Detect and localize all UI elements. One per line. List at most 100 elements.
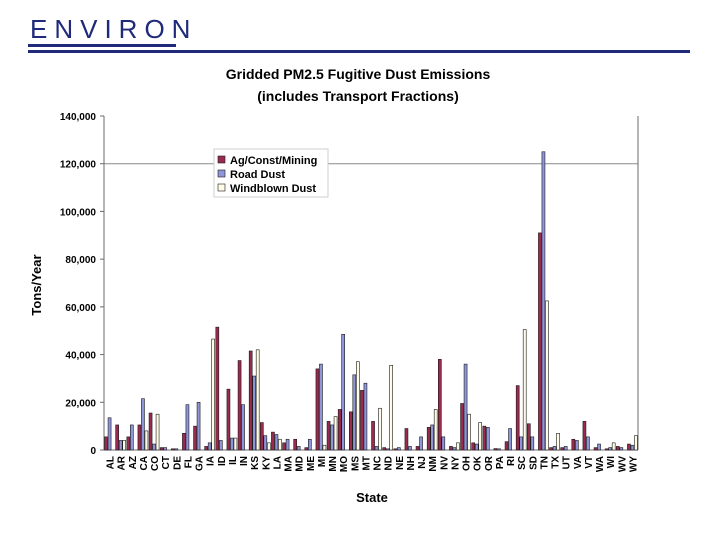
bar-ia-series-1 — [207, 442, 212, 451]
bar-ia-series-0 — [204, 446, 208, 451]
x-tick-label: MA — [284, 456, 295, 472]
bar-ar-series-1 — [118, 440, 123, 451]
x-tick-label: ND — [384, 456, 395, 470]
x-tick-label: CA — [139, 456, 150, 470]
bar-wi-series-2 — [611, 442, 616, 451]
bar-nd-series-2 — [389, 365, 393, 451]
bar-ky-series-2 — [267, 442, 271, 451]
logo-underline — [28, 44, 176, 47]
logo-text: ENVIRON — [30, 14, 198, 44]
bar-ny-series-1 — [452, 447, 457, 451]
bar-ct-series-1 — [163, 447, 167, 451]
x-tick-label: MS — [350, 456, 361, 471]
bar-ar-series-2 — [122, 440, 126, 451]
bar-pa-series-0 — [493, 448, 498, 451]
bar-tx-series-0 — [549, 447, 553, 451]
bar-nj-series-0 — [415, 446, 420, 451]
bar-ri-series-1 — [508, 428, 512, 451]
bar-nh-series-1 — [408, 446, 412, 451]
bar-va-series-0 — [571, 438, 576, 451]
x-tick-label: WV — [617, 456, 628, 472]
bar-co-series-1 — [152, 443, 156, 451]
legend-box — [213, 148, 329, 198]
x-tick-label: NE — [395, 456, 406, 470]
bar-il-series-0 — [226, 388, 231, 451]
bar-vt-series-1 — [586, 436, 590, 451]
bar-in-series-1 — [241, 404, 245, 451]
bar-tn-series-1 — [541, 151, 546, 451]
bar-mi-series-0 — [315, 368, 320, 451]
bar-ky-series-0 — [260, 422, 264, 451]
bar-nm-series-1 — [430, 424, 434, 451]
bar-sd-series-1 — [530, 436, 535, 451]
bar-ks-series-0 — [248, 350, 253, 451]
bar-la-series-0 — [271, 431, 275, 451]
x-tick-label: FL — [183, 456, 194, 468]
bar-id-series-0 — [215, 326, 220, 451]
bar-fl-series-1 — [185, 404, 190, 451]
bar-mn-series-2 — [333, 416, 338, 451]
bar-ok-series-1 — [474, 443, 479, 451]
x-axis-label: State — [356, 490, 388, 505]
bar-sc-series-1 — [519, 436, 523, 451]
chart-title: Gridded PM2.5 Fugitive Dust Emissions — [226, 66, 491, 82]
y-tick-label: 20,000 — [65, 398, 96, 409]
x-tick-label: AR — [117, 455, 128, 470]
bar-tx-series-1 — [552, 446, 557, 451]
bar-me-series-1 — [308, 438, 312, 451]
x-tick-label: IA — [206, 456, 217, 466]
x-tick-label: WI — [606, 456, 617, 468]
plot-background — [104, 116, 638, 450]
x-tick-label: SD — [528, 456, 539, 470]
bar-la-series-1 — [274, 434, 279, 451]
x-tick-label: UT — [562, 456, 573, 469]
bar-wy-series-1 — [630, 444, 635, 451]
bar-ga-series-0 — [193, 425, 197, 451]
bar-nd-series-1 — [385, 448, 390, 451]
bar-oh-series-1 — [463, 363, 468, 451]
legend-label: Road Dust — [230, 169, 285, 181]
legend-swatch-0 — [217, 155, 226, 164]
bar-ny-series-2 — [456, 442, 460, 451]
bar-ca-series-1 — [141, 398, 145, 451]
bar-md-series-1 — [296, 446, 301, 451]
bar-nc-series-1 — [374, 446, 379, 451]
bar-mt-series-0 — [360, 390, 364, 451]
bar-de-series-0 — [171, 448, 175, 451]
bar-ar-series-0 — [115, 424, 119, 451]
x-tick-label: TX — [551, 456, 562, 469]
x-tick-label: KS — [250, 456, 261, 470]
bar-tn-series-2 — [545, 300, 549, 451]
environ-logo: ENVIRON — [30, 14, 190, 44]
bar-me-series-0 — [304, 447, 309, 451]
legend-label: Ag/Const/Mining — [230, 155, 317, 167]
bar-fl-series-0 — [182, 432, 186, 451]
bar-ne-series-1 — [397, 447, 401, 451]
y-tick-label: 100,000 — [60, 207, 97, 218]
bar-ma-series-1 — [285, 438, 290, 451]
bar-sd-series-0 — [527, 423, 531, 451]
bar-ky-series-1 — [263, 435, 268, 451]
bar-nv-series-1 — [441, 436, 446, 451]
bar-id-series-1 — [219, 440, 223, 451]
bar-vt-series-0 — [582, 421, 587, 451]
bar-al-series-0 — [104, 436, 108, 451]
x-tick-label: WA — [595, 456, 606, 472]
bar-wi-series-0 — [604, 448, 609, 451]
bar-va-series-1 — [575, 440, 579, 451]
x-tick-label: OR — [484, 455, 495, 471]
x-tick-label: CT — [161, 456, 172, 469]
x-tick-label: PA — [495, 456, 506, 469]
bar-in-series-0 — [237, 360, 242, 451]
x-tick-label: VT — [584, 456, 595, 469]
y-axis-label: Tons/Year — [29, 254, 44, 315]
x-tick-label: MT — [361, 456, 372, 470]
bar-de-series-1 — [174, 448, 179, 451]
bar-co-series-0 — [148, 412, 153, 451]
bar-nm-series-0 — [426, 427, 431, 451]
bar-il-series-1 — [230, 437, 234, 451]
bar-ma-series-0 — [282, 442, 286, 451]
bar-mo-series-1 — [341, 333, 345, 451]
bar-md-series-0 — [293, 438, 297, 451]
